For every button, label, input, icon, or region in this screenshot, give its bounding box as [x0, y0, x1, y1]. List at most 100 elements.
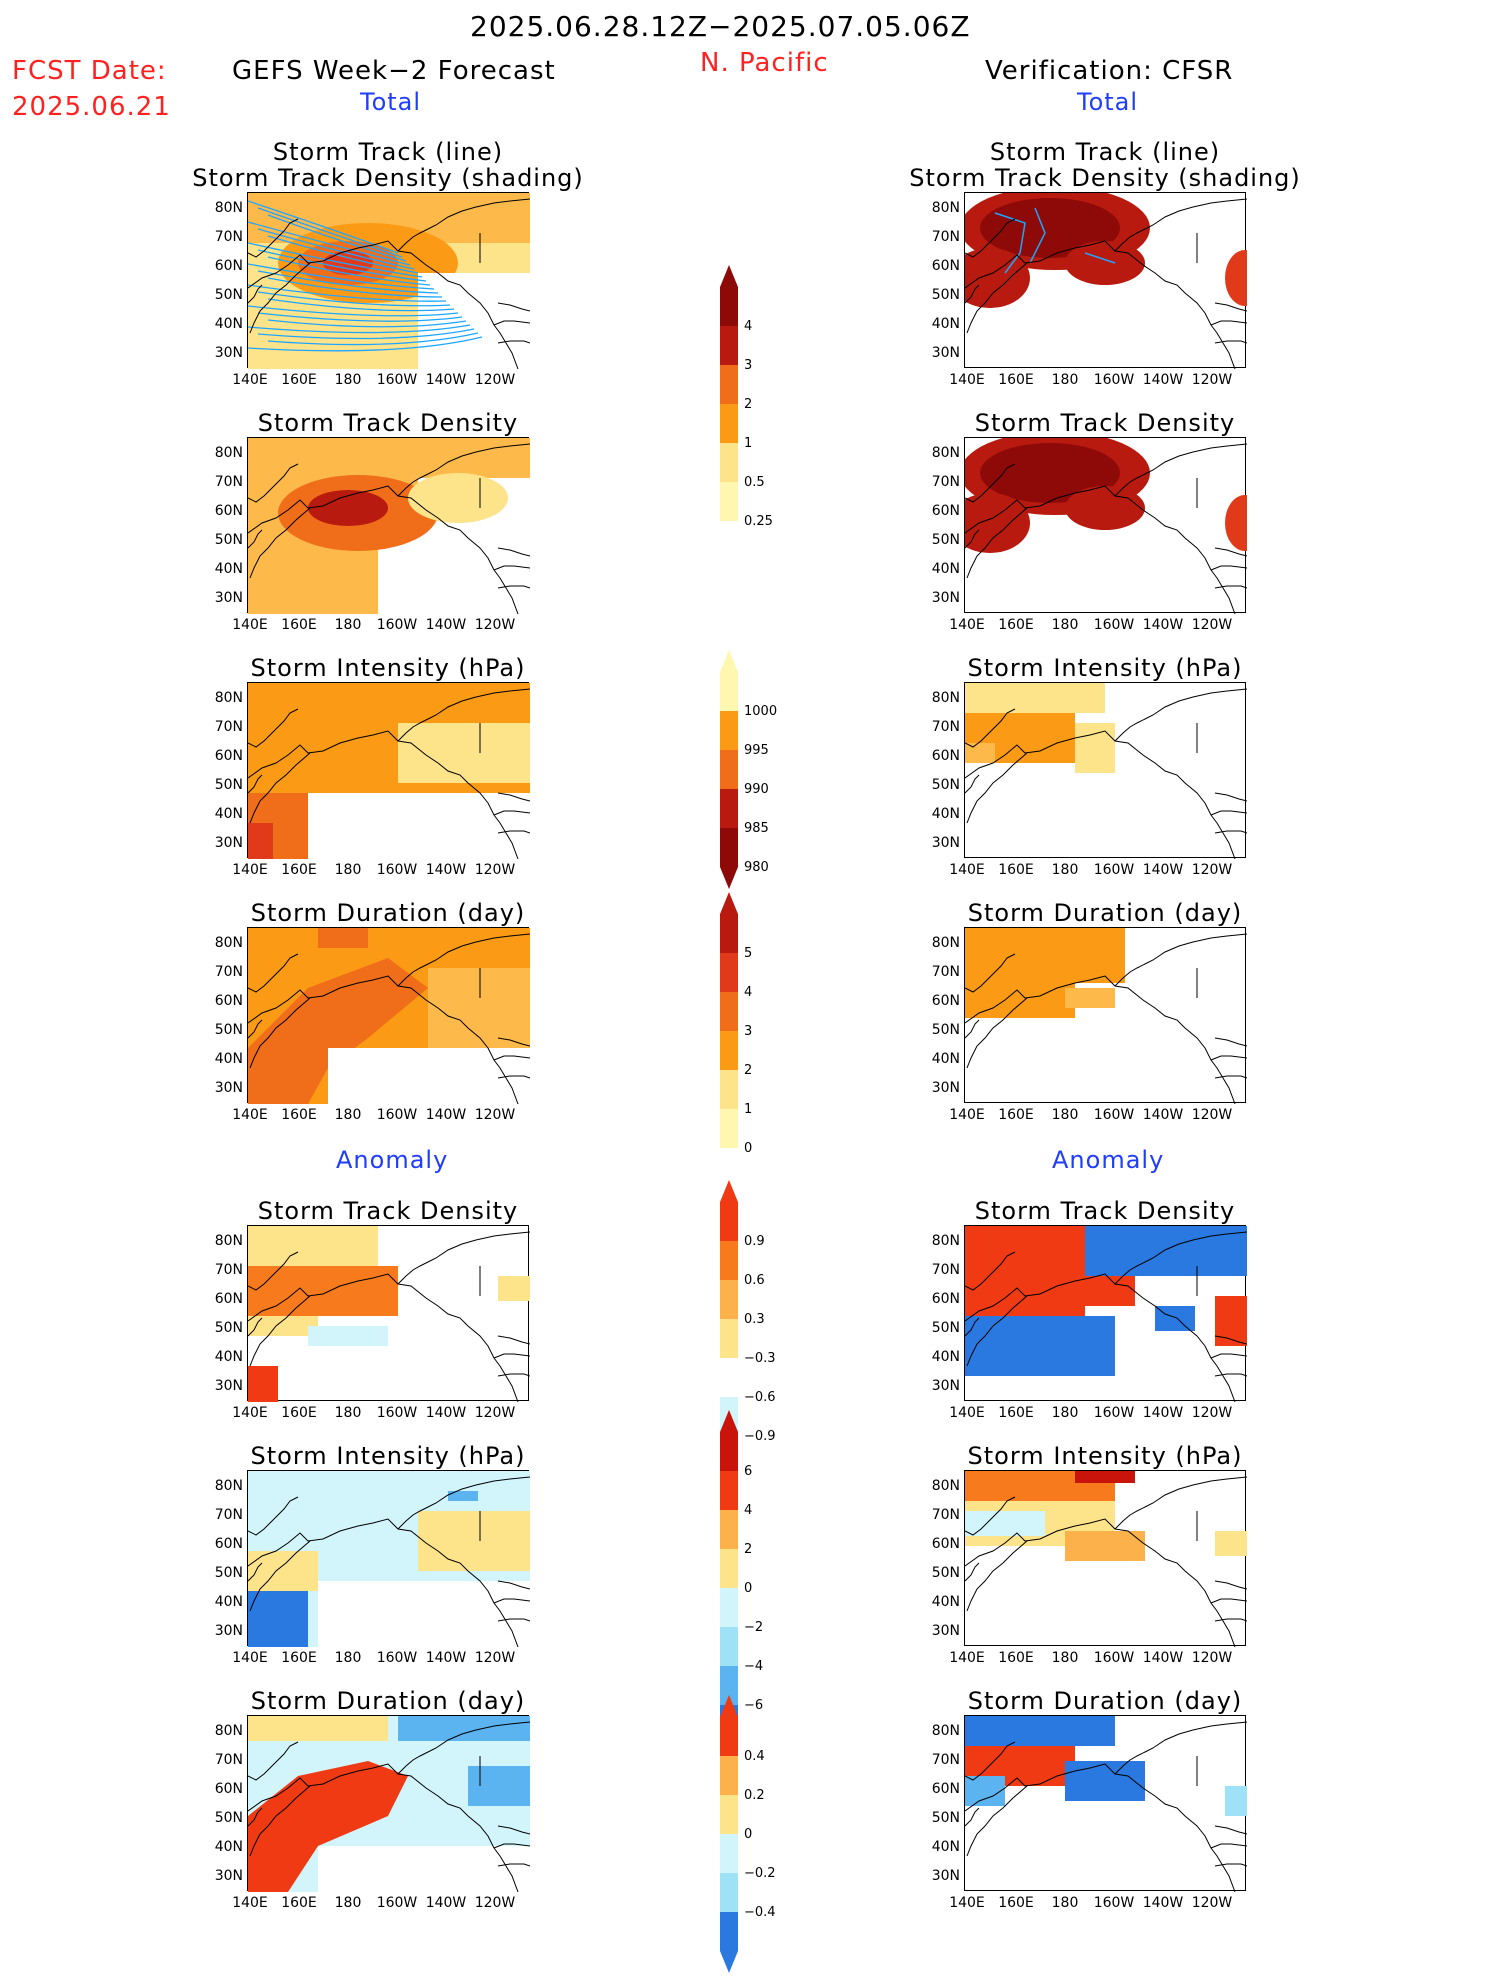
- coastline: [248, 218, 299, 304]
- lon-tick-label: 140W: [425, 1895, 467, 1911]
- panel-title: Storm Intensity (hPa): [967, 1442, 1243, 1470]
- panel-title: Storm Track (line): [989, 138, 1221, 166]
- lon-tick-label: 160W: [376, 1650, 418, 1666]
- colorbar-cap: [720, 560, 738, 582]
- map-fill: [308, 793, 530, 859]
- storm-track-line: [248, 324, 471, 334]
- colorbar-swatch: [720, 750, 738, 789]
- panel-title: Storm Track Density: [257, 1197, 519, 1225]
- lon-tick-label: 140W: [1142, 372, 1184, 388]
- lat-tick-label: 40N: [931, 316, 960, 332]
- lon-tick-label: 140W: [425, 862, 467, 878]
- lat-tick-label: 70N: [931, 719, 960, 735]
- colorbar-swatch: [720, 521, 738, 560]
- colorbar-label: 1: [744, 1102, 752, 1117]
- panel-title: Storm Duration (day): [250, 1687, 526, 1715]
- map-panel: [247, 1225, 530, 1402]
- storm-track-line: [248, 221, 411, 266]
- colorbar-cap: [720, 1951, 738, 1973]
- lat-tick-label: 60N: [931, 1291, 960, 1307]
- region-title: N. Pacific: [700, 48, 829, 78]
- colorbar-swatch: [720, 789, 738, 828]
- lat-tick-label: 80N: [214, 445, 243, 461]
- lat-tick-label: 70N: [214, 719, 243, 735]
- lon-tick-label: 140E: [949, 1650, 985, 1666]
- lat-tick-label: 50N: [214, 777, 243, 793]
- lat-tick-label: 50N: [214, 1810, 243, 1826]
- lon-tick-label: 120W: [474, 1405, 516, 1421]
- colorbar-swatch: [720, 1717, 738, 1756]
- lat-tick-label: 30N: [931, 345, 960, 361]
- lon-tick-label: 160W: [1093, 617, 1135, 633]
- lon-tick-label: 120W: [1191, 1895, 1233, 1911]
- coastline: [248, 1251, 299, 1337]
- total-label-right: Total: [1077, 88, 1139, 116]
- lat-tick-label: 60N: [931, 503, 960, 519]
- lon-tick-label: 160W: [376, 372, 418, 388]
- lat-tick-label: 30N: [214, 345, 243, 361]
- lon-tick-label: 120W: [474, 1107, 516, 1123]
- lon-tick-label: 160E: [998, 862, 1034, 878]
- map-fill: [965, 493, 1030, 553]
- lon-tick-label: 160W: [1093, 1650, 1135, 1666]
- lat-tick-label: 50N: [931, 532, 960, 548]
- map-fill: [1215, 1296, 1247, 1346]
- map-panel: [247, 1715, 530, 1892]
- colorbar-label: 6: [744, 1464, 752, 1479]
- lat-tick-label: 30N: [214, 1080, 243, 1096]
- lat-tick-label: 80N: [931, 935, 960, 951]
- lat-tick-label: 50N: [214, 287, 243, 303]
- lat-tick-label: 80N: [214, 690, 243, 706]
- colorbar-label: 1: [744, 436, 752, 451]
- colorbar-label: 0.25: [744, 514, 773, 529]
- lat-tick-label: 50N: [931, 777, 960, 793]
- lat-tick-label: 40N: [931, 1839, 960, 1855]
- lon-tick-label: 140E: [232, 372, 268, 388]
- lat-tick-label: 30N: [931, 1080, 960, 1096]
- lon-tick-label: 140W: [425, 617, 467, 633]
- colorbar-label: 0.3: [744, 1312, 765, 1327]
- map-fill: [980, 198, 1120, 258]
- map-panel: [247, 682, 530, 859]
- lon-tick-label: 140E: [232, 1650, 268, 1666]
- panel-title: Storm Track Density: [974, 409, 1236, 437]
- storm-track-line: [267, 319, 467, 328]
- lon-tick-label: 180: [334, 1107, 362, 1123]
- colorbar-swatch: [720, 1627, 738, 1666]
- colorbar-swatch: [720, 1756, 738, 1795]
- lon-tick-label: 140W: [425, 1107, 467, 1123]
- map-fill: [965, 683, 1105, 713]
- map-fill: [980, 443, 1120, 503]
- map-fill: [248, 1266, 398, 1316]
- map-panel: [964, 1470, 1247, 1647]
- colorbar-label: 4: [744, 985, 752, 1000]
- colorbar-swatch: [720, 1109, 738, 1148]
- coastline: [965, 1741, 1016, 1827]
- colorbar-swatch: [720, 914, 738, 953]
- storm-track-line: [257, 249, 427, 282]
- storm-track-line: [248, 200, 399, 254]
- map-panel: [964, 192, 1247, 369]
- coastline: [248, 953, 299, 1039]
- map-fill: [468, 1766, 530, 1806]
- map-fill: [965, 928, 1125, 983]
- lon-tick-label: 160W: [376, 1895, 418, 1911]
- coastline: [248, 688, 530, 859]
- map-fill: [328, 1048, 530, 1104]
- colorbar-swatch: [720, 326, 738, 365]
- lon-tick-label: 140W: [1142, 617, 1184, 633]
- lon-tick-label: 160E: [281, 1405, 317, 1421]
- lon-tick-label: 160E: [281, 1107, 317, 1123]
- lat-tick-label: 80N: [931, 1723, 960, 1739]
- colorbar-cap: [720, 650, 738, 672]
- colorbar-label: −0.6: [744, 1390, 776, 1405]
- map-panel: [964, 1225, 1247, 1402]
- panel-title: Storm Track Density: [257, 409, 519, 437]
- colorbar-swatch: [720, 1510, 738, 1549]
- lon-tick-label: 140W: [425, 1405, 467, 1421]
- colorbar-swatch: [720, 1471, 738, 1510]
- lat-tick-label: 70N: [931, 229, 960, 245]
- lon-tick-label: 120W: [1191, 372, 1233, 388]
- lon-tick-label: 160W: [376, 1107, 418, 1123]
- map-panel: [247, 1470, 530, 1647]
